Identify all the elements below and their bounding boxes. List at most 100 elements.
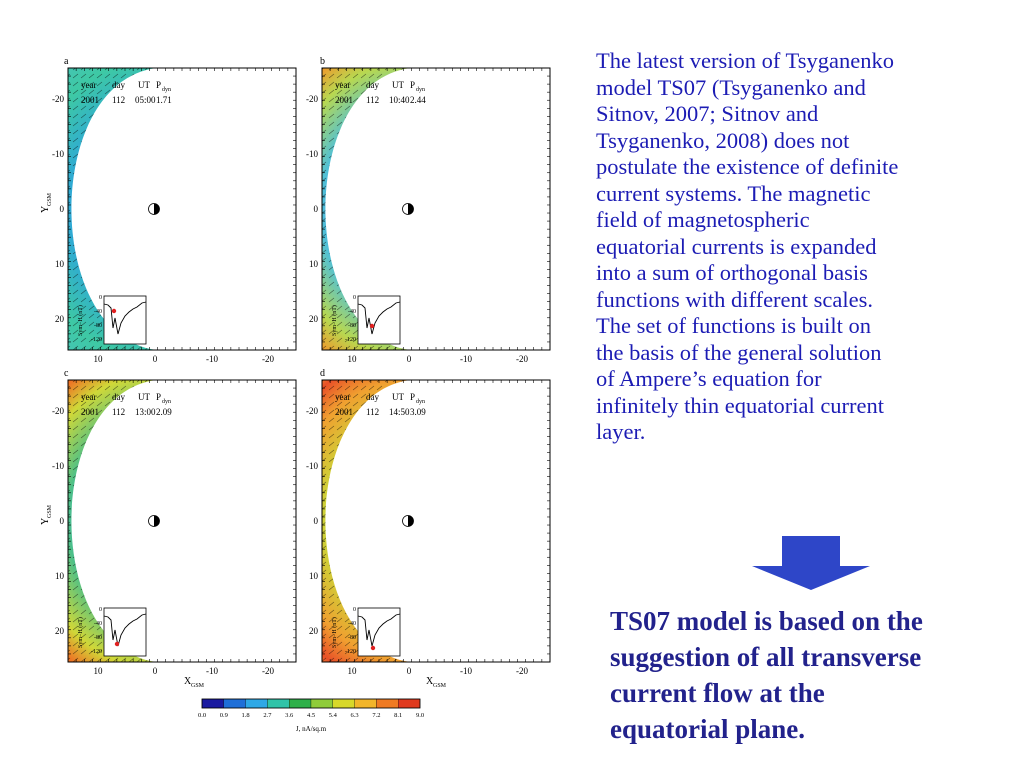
inset-tick-label: -40 xyxy=(348,309,356,315)
x-axis-title-sub: GSM xyxy=(191,683,205,689)
inset-tick-label: 0 xyxy=(99,295,102,301)
colorbar-segment xyxy=(332,698,355,709)
earth-nightside-icon xyxy=(408,515,414,527)
earth-nightside-icon xyxy=(154,203,160,215)
panel-day: 112 xyxy=(366,95,379,105)
y-tick-label: -10 xyxy=(52,149,64,159)
y-axis-title-sub: GSM xyxy=(47,192,53,206)
conclusion-statement: TS07 model is based on the suggestion of… xyxy=(610,606,923,744)
colorbar-segment xyxy=(376,698,399,709)
panel-letter: a xyxy=(64,56,69,67)
colorbar-tick-label: 9.0 xyxy=(416,712,424,719)
inset-ylabel-text: Sym−H (nT) xyxy=(331,617,338,648)
panel-year: 2001 xyxy=(81,95,99,105)
inset-ylabel: Sym−H (nT) xyxy=(331,617,338,648)
earth-nightside-icon xyxy=(408,203,414,215)
colorbar-segment xyxy=(289,698,312,709)
x-tick-label: 0 xyxy=(407,354,412,364)
header-pdyn-label: P xyxy=(156,392,161,402)
inset-tick-label: -40 xyxy=(348,621,356,627)
colorbar-tick-label: 8.1 xyxy=(394,712,402,719)
y-axis-title-sub: GSM xyxy=(47,504,53,518)
header-ut-label: UT xyxy=(392,392,404,402)
panel-letter: d xyxy=(320,368,325,379)
header-day-label: day xyxy=(112,80,125,90)
colorbar-label: J, nA/sq.m xyxy=(296,725,327,733)
symh-time-marker xyxy=(370,645,376,651)
y-tick-label: -10 xyxy=(306,461,318,471)
panel-pdyn: 2.09 xyxy=(156,407,172,417)
x-tick-label: 10 xyxy=(348,354,358,364)
header-ut-label: UT xyxy=(138,392,150,402)
symh-inset xyxy=(103,607,147,657)
panel-day: 112 xyxy=(112,95,125,105)
x-tick-label: -10 xyxy=(206,354,218,364)
y-tick-label: 20 xyxy=(309,314,319,324)
y-tick-label: -20 xyxy=(306,94,318,104)
x-tick-label: -10 xyxy=(206,666,218,676)
symh-trace xyxy=(357,301,401,335)
x-tick-label: 0 xyxy=(153,354,158,364)
panel-year: 2001 xyxy=(335,95,353,105)
x-axis-title-sub: GSM xyxy=(433,683,447,689)
earth-nightside-icon xyxy=(154,515,160,527)
header-pdyn-subscript: dyn xyxy=(416,87,425,93)
panel-letter: c xyxy=(64,368,69,379)
colorbar-segment xyxy=(245,698,268,709)
y-axis-title-main: Y xyxy=(40,518,51,525)
x-tick-label: 10 xyxy=(94,354,104,364)
inset-tick-label: -80 xyxy=(348,323,356,329)
inset-ylabel-text: Sym−H (nT) xyxy=(331,305,338,336)
y-tick-label: 0 xyxy=(60,516,65,526)
symh-time-marker xyxy=(114,641,120,647)
inset-tick-label: -40 xyxy=(94,621,102,627)
x-tick-label: -20 xyxy=(262,354,274,364)
y-tick-label: 20 xyxy=(55,314,65,324)
inset-ylabel: Sym−H (nT) xyxy=(77,617,84,648)
colorbar-segment xyxy=(354,698,377,709)
panel-pdyn: 1.71 xyxy=(156,95,172,105)
header-year-label: year xyxy=(81,392,97,402)
inset-tick-label: 0 xyxy=(353,607,356,613)
y-tick-label: 20 xyxy=(309,626,319,636)
x-axis-title-main: X xyxy=(426,676,434,687)
panel-ut: 05:00 xyxy=(135,95,156,105)
colorbar-segment xyxy=(201,698,224,709)
inset-tick-label: -120 xyxy=(91,337,102,343)
header-pdyn-subscript: dyn xyxy=(416,399,425,405)
header-day-label: day xyxy=(366,80,379,90)
panel-ut: 10:40 xyxy=(389,95,410,105)
header-year-label: year xyxy=(335,80,351,90)
y-tick-label: 10 xyxy=(55,259,65,269)
panel-letter: b xyxy=(320,56,325,67)
header-day-label: day xyxy=(112,392,125,402)
y-tick-label: -20 xyxy=(52,94,64,104)
colorbar-tick-label: 3.6 xyxy=(285,712,294,719)
panel-ut: 14:50 xyxy=(389,407,410,417)
y-tick-label: 0 xyxy=(314,516,319,526)
colorbar-tick-label: 1.8 xyxy=(242,712,250,719)
description-paragraph: The latest version of Tsyganenko model T… xyxy=(596,48,899,444)
inset-ylabel-text: Sym−H (nT) xyxy=(77,617,84,648)
symh-time-marker xyxy=(369,323,375,329)
colorbar-tick-label: 0.0 xyxy=(198,712,206,719)
panel-pdyn: 2.44 xyxy=(410,95,426,105)
inset-tick-label: 0 xyxy=(99,607,102,613)
colorbar-segment xyxy=(223,698,246,709)
x-tick-label: 10 xyxy=(94,666,104,676)
x-tick-label: -10 xyxy=(460,666,472,676)
header-pdyn-label: P xyxy=(410,80,415,90)
panel-ut: 13:00 xyxy=(135,407,156,417)
colorbar-segment xyxy=(398,698,421,709)
header-ut-label: UT xyxy=(392,80,404,90)
down-arrow-icon xyxy=(752,536,870,590)
y-tick-label: 0 xyxy=(314,204,319,214)
panel-year: 2001 xyxy=(81,407,99,417)
panel-day: 112 xyxy=(112,407,125,417)
x-tick-label: -20 xyxy=(262,666,274,676)
y-tick-label: 10 xyxy=(309,259,319,269)
